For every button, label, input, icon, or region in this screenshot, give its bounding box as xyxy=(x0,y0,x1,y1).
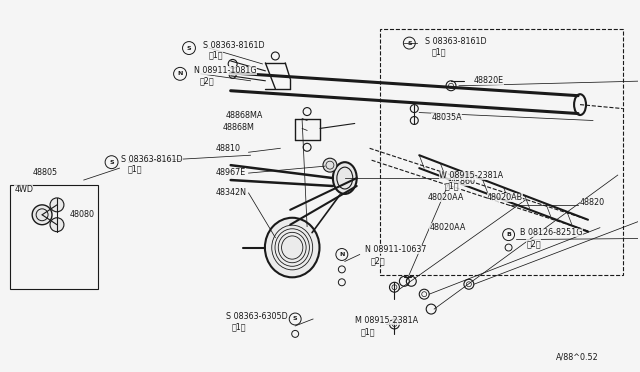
Text: 〈2〉: 〈2〉 xyxy=(371,256,385,265)
Text: 48868M: 48868M xyxy=(223,123,255,132)
Text: S: S xyxy=(407,41,412,46)
Text: 〈1〉: 〈1〉 xyxy=(361,327,375,336)
Text: 48080: 48080 xyxy=(70,210,95,219)
Text: 48820E: 48820E xyxy=(474,76,504,85)
Text: A/88^0.52: A/88^0.52 xyxy=(556,352,599,361)
Text: N 08911-1081G: N 08911-1081G xyxy=(194,66,257,76)
Text: S 08363-8161D: S 08363-8161D xyxy=(425,36,487,46)
Text: 〈1〉: 〈1〉 xyxy=(431,48,445,57)
Text: W 08915-2381A: W 08915-2381A xyxy=(439,171,503,180)
Text: B 08126-8251G: B 08126-8251G xyxy=(520,228,583,237)
Text: 48342N: 48342N xyxy=(216,189,247,198)
Ellipse shape xyxy=(265,218,319,277)
Ellipse shape xyxy=(574,94,586,115)
Text: S 08363-6305D: S 08363-6305D xyxy=(226,311,287,321)
Text: 48080: 48080 xyxy=(451,171,476,180)
Text: B: B xyxy=(506,232,511,237)
Text: 48805: 48805 xyxy=(32,168,58,177)
Text: 48035A: 48035A xyxy=(431,113,462,122)
Text: 48860: 48860 xyxy=(451,177,476,186)
Text: N: N xyxy=(177,71,183,76)
Text: 〈1〉: 〈1〉 xyxy=(127,165,142,174)
Text: 48810: 48810 xyxy=(216,144,241,153)
Ellipse shape xyxy=(333,162,356,194)
Text: 〈2〉: 〈2〉 xyxy=(200,76,214,85)
Text: S: S xyxy=(187,45,191,51)
Text: 48020AA: 48020AA xyxy=(427,193,463,202)
Text: S 08363-8161D: S 08363-8161D xyxy=(122,155,183,164)
Text: 48020AB: 48020AB xyxy=(487,193,523,202)
Text: 4WD: 4WD xyxy=(14,186,33,195)
Circle shape xyxy=(50,218,64,232)
Text: 48967E: 48967E xyxy=(216,168,246,177)
Text: N 08911-10637: N 08911-10637 xyxy=(365,245,426,254)
Text: 48820: 48820 xyxy=(580,198,605,207)
Circle shape xyxy=(323,158,337,172)
Text: 〈2〉: 〈2〉 xyxy=(527,239,541,248)
Text: 〈1〉: 〈1〉 xyxy=(209,51,223,60)
Text: 〈1〉: 〈1〉 xyxy=(232,323,246,331)
Bar xyxy=(380,29,623,275)
Text: S 08363-8161D: S 08363-8161D xyxy=(203,41,264,49)
Text: S: S xyxy=(293,317,298,321)
Bar xyxy=(10,185,98,289)
Text: 〈1〉: 〈1〉 xyxy=(445,182,460,190)
Text: 48020AA: 48020AA xyxy=(429,223,465,232)
Circle shape xyxy=(50,198,64,212)
Text: 48868MA: 48868MA xyxy=(226,111,263,120)
Text: N: N xyxy=(339,252,344,257)
Text: S: S xyxy=(109,160,114,165)
Text: M 08915-2381A: M 08915-2381A xyxy=(355,317,418,326)
Circle shape xyxy=(32,205,52,225)
